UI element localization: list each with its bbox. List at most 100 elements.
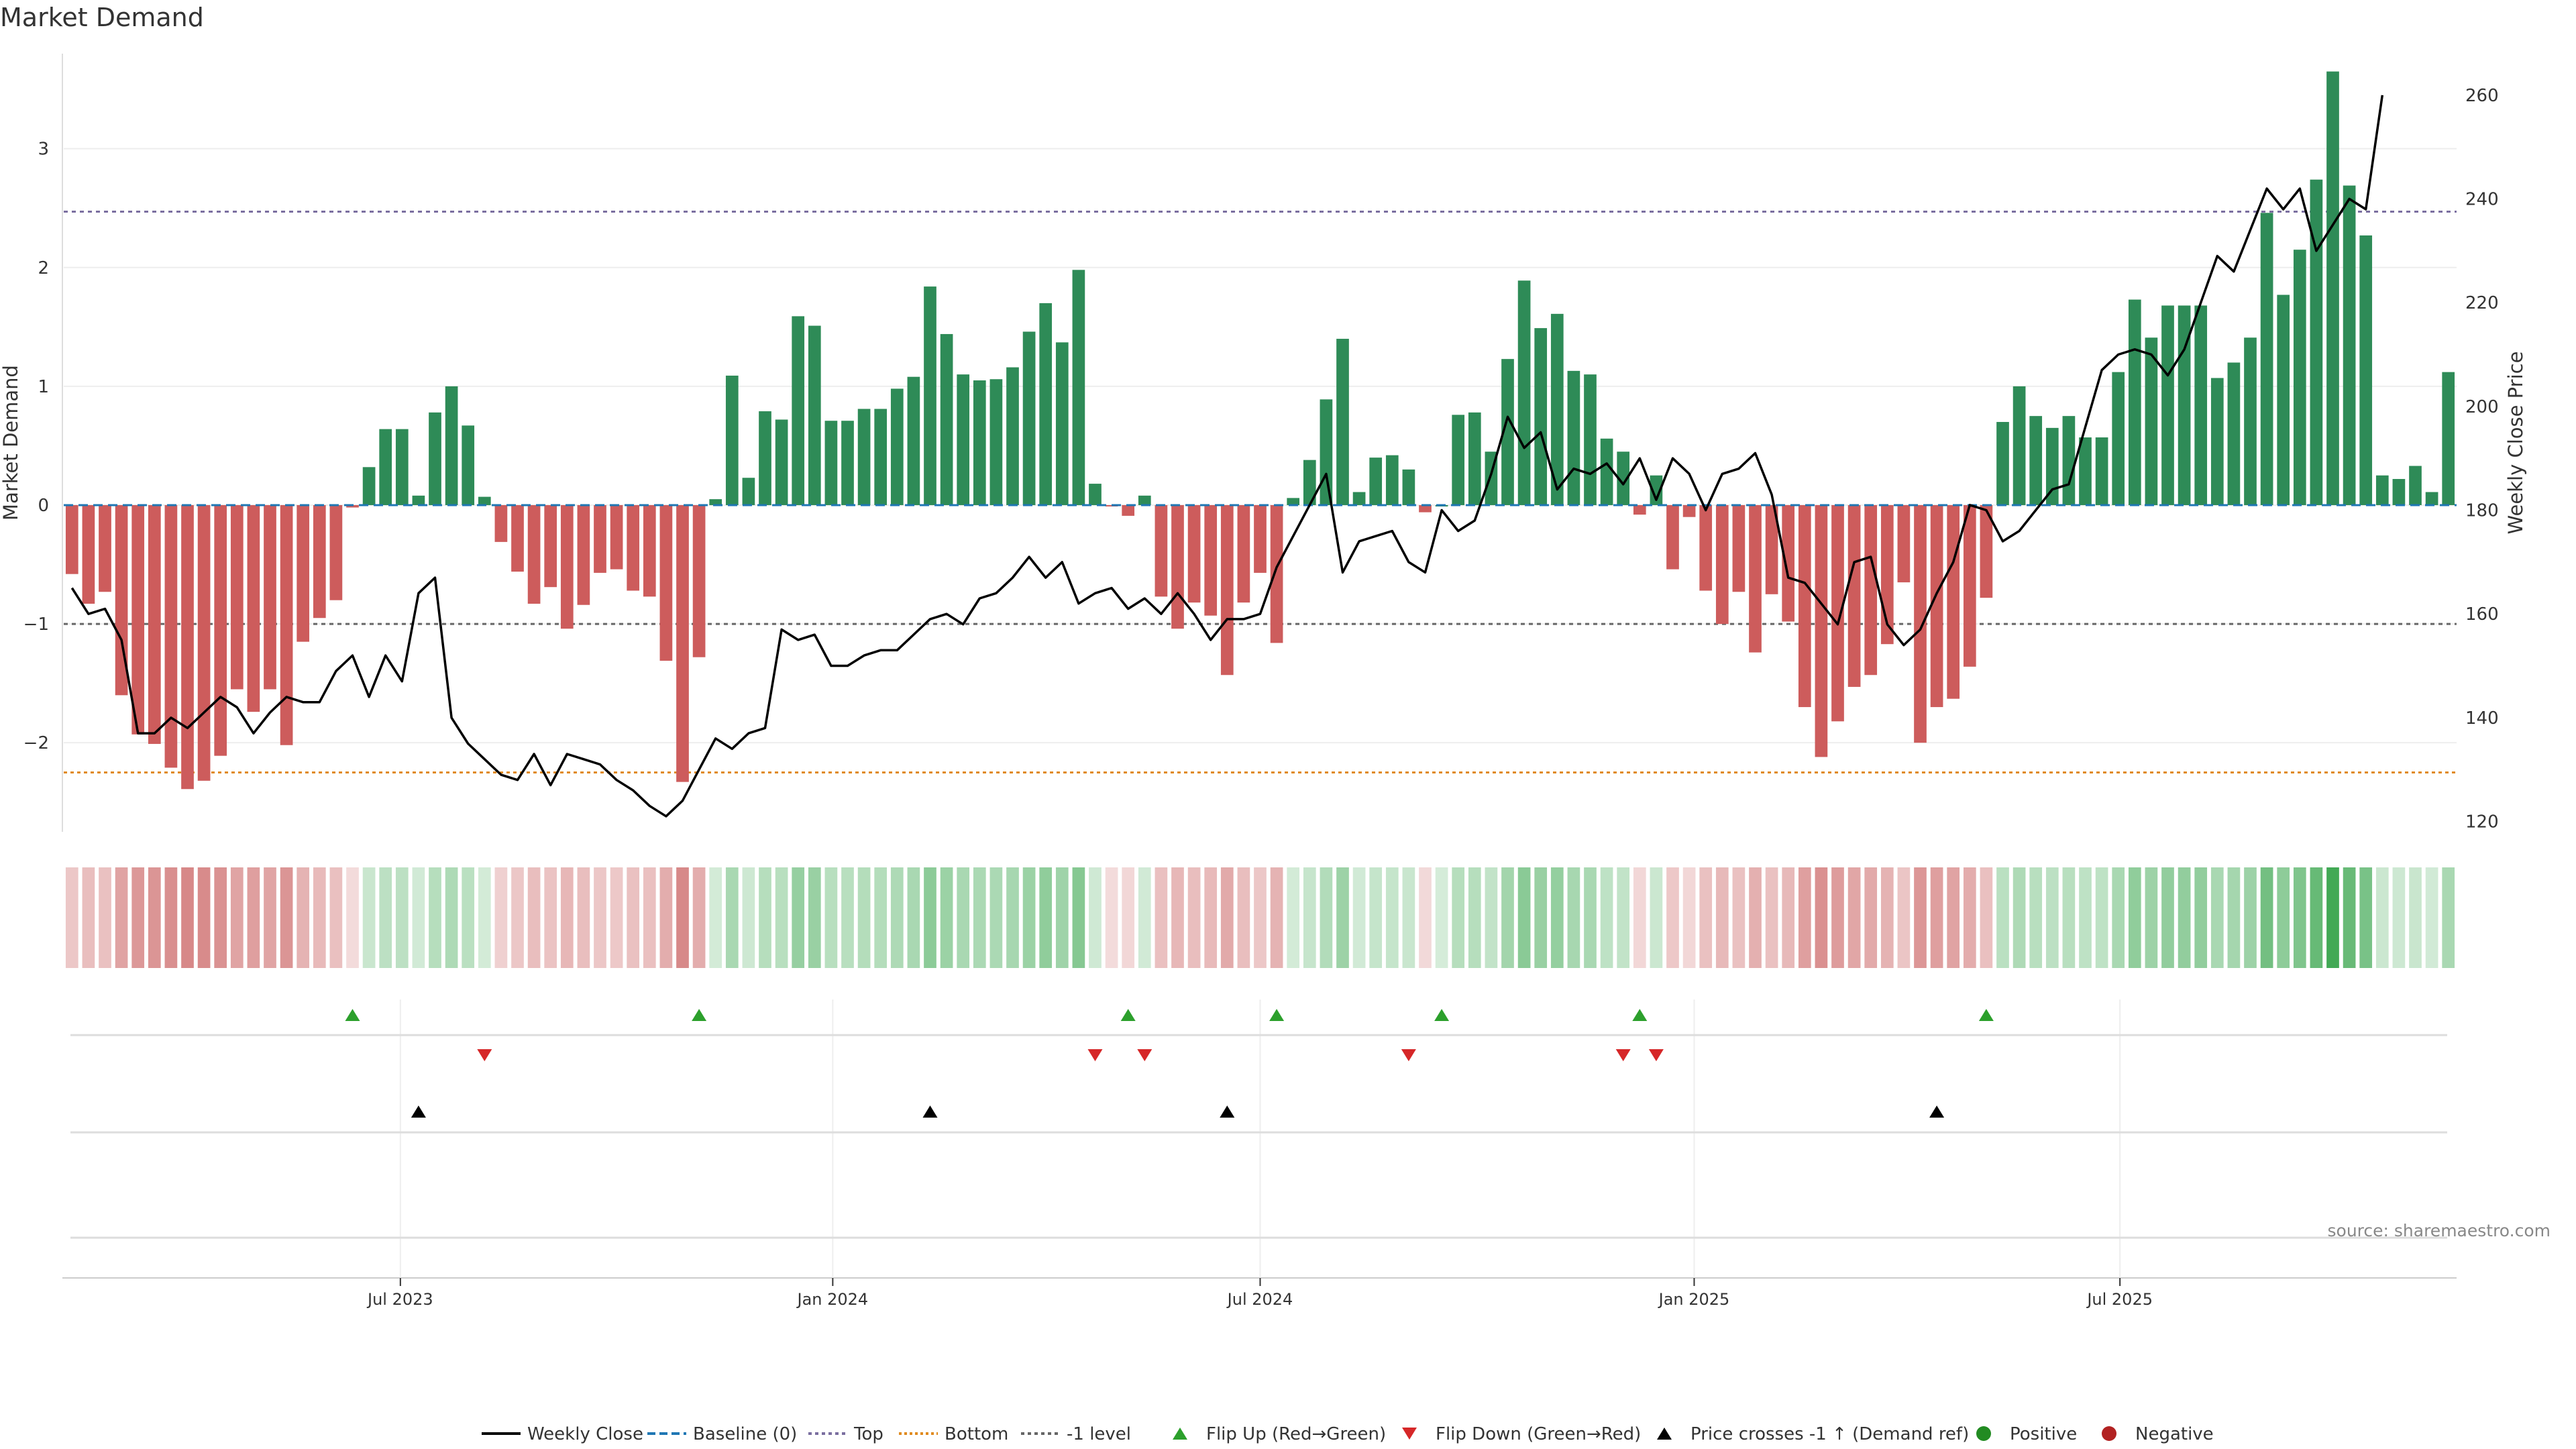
heat-cell xyxy=(2277,867,2290,968)
demand-bar-positive xyxy=(1534,328,1548,505)
heat-cell xyxy=(197,867,211,968)
heat-cell xyxy=(1501,867,1514,968)
heat-cell xyxy=(857,867,871,968)
heat-cell xyxy=(1732,867,1746,968)
price-cross-marker xyxy=(1929,1106,1945,1118)
demand-bar-positive xyxy=(725,375,739,505)
demand-bar-negative xyxy=(1782,504,1795,622)
heat-cell xyxy=(1468,867,1481,968)
heat-cell xyxy=(329,867,343,968)
demand-bar-positive xyxy=(2310,179,2323,505)
demand-bar-positive xyxy=(1600,438,1613,505)
demand-bar-negative xyxy=(594,504,606,573)
heat-cell xyxy=(2178,867,2191,968)
demand-bar-positive xyxy=(1468,412,1481,505)
demand-bar-negative xyxy=(610,504,623,570)
heat-cell xyxy=(1287,867,1300,968)
heat-cell xyxy=(1039,867,1053,968)
heat-cell xyxy=(2343,867,2356,968)
demand-bar-positive xyxy=(2293,250,2306,505)
demand-bar-negative xyxy=(1171,504,1184,629)
demand-bar-negative xyxy=(659,504,673,661)
heat-cell xyxy=(494,867,508,968)
heat-cell xyxy=(511,867,524,968)
heat-cell xyxy=(610,867,623,968)
heat-cell xyxy=(1567,867,1580,968)
heat-cell xyxy=(1089,867,1102,968)
legend-top-label: Top xyxy=(853,1424,883,1444)
demand-bar-negative xyxy=(1682,504,1696,517)
flip-up-marker xyxy=(345,1009,360,1021)
heat-cell xyxy=(775,867,788,968)
flip-down-marker xyxy=(1648,1049,1664,1061)
demand-bar-positive xyxy=(2079,437,2092,505)
heat-cell xyxy=(2326,867,2339,968)
demand-bar-positive xyxy=(1584,374,1597,505)
heat-cell xyxy=(1254,867,1267,968)
demand-bar-negative xyxy=(1765,504,1778,594)
demand-bar-negative xyxy=(1980,504,1993,598)
demand-bar-positive xyxy=(462,425,475,505)
heat-cell xyxy=(264,867,276,968)
heat-cell xyxy=(412,867,425,968)
demand-bar-positive xyxy=(841,421,854,505)
demand-bar-positive xyxy=(775,419,788,505)
heat-cell xyxy=(940,867,953,968)
heat-cell xyxy=(1517,867,1531,968)
heat-cell xyxy=(148,867,161,968)
demand-bar-positive xyxy=(2244,337,2257,505)
heat-cell xyxy=(1980,867,1993,968)
legend-flip-up-swatch xyxy=(1173,1428,1187,1440)
heat-cell xyxy=(924,867,936,968)
heat-cell xyxy=(577,867,590,968)
heat-cell xyxy=(478,867,491,968)
demand-bar-positive xyxy=(907,376,920,505)
flip-down-marker xyxy=(1137,1049,1152,1061)
heat-cell xyxy=(841,867,854,968)
y2-tick-label: 180 xyxy=(2465,501,2499,521)
demand-bar-positive xyxy=(792,316,805,505)
heat-cell xyxy=(1072,867,1085,968)
heat-cell xyxy=(560,867,574,968)
heat-cell xyxy=(247,867,260,968)
heat-cell xyxy=(99,867,111,968)
heat-cell xyxy=(544,867,557,968)
heat-cell xyxy=(643,867,656,968)
demand-bar-positive xyxy=(445,386,458,505)
demand-bar-negative xyxy=(280,504,293,745)
heat-cell xyxy=(692,867,706,968)
heat-cell xyxy=(230,867,244,968)
demand-bar-positive xyxy=(412,495,425,505)
heat-cell xyxy=(2128,867,2141,968)
heat-cell xyxy=(1749,867,1762,968)
y-tick-label: −1 xyxy=(23,614,49,635)
heat-cell xyxy=(742,867,755,968)
demand-bar-negative xyxy=(1419,504,1432,513)
demand-bar-positive xyxy=(1402,469,1415,505)
heat-cell xyxy=(1847,867,1861,968)
heat-cell xyxy=(1220,867,1234,968)
demand-bar-negative xyxy=(643,504,656,597)
legend-positive-label: Positive xyxy=(2010,1424,2077,1444)
heat-cell xyxy=(2227,867,2241,968)
heat-cell xyxy=(1452,867,1465,968)
y-axis-label: Market Demand xyxy=(0,365,22,521)
legend-negative-label: Negative xyxy=(2135,1424,2214,1444)
demand-bar-negative xyxy=(1633,504,1646,515)
flip-up-marker xyxy=(1120,1009,1136,1021)
heat-cell xyxy=(1187,867,1201,968)
demand-bar-positive xyxy=(1352,492,1366,505)
heat-cell xyxy=(181,867,194,968)
demand-bar-positive xyxy=(742,478,755,505)
y2-axis-label: Weekly Close Price xyxy=(2504,352,2527,535)
legend-flip-down-label: Flip Down (Green→Red) xyxy=(1436,1424,1641,1444)
demand-bar-negative xyxy=(148,504,161,744)
demand-bar-positive xyxy=(1336,339,1349,505)
demand-bar-negative xyxy=(247,504,260,712)
heat-cell xyxy=(2392,867,2406,968)
heat-cell xyxy=(2375,867,2389,968)
demand-bar-negative xyxy=(230,504,244,690)
flip-down-marker xyxy=(1087,1049,1103,1061)
heat-cell xyxy=(2194,867,2208,968)
demand-bar-positive xyxy=(429,412,441,505)
